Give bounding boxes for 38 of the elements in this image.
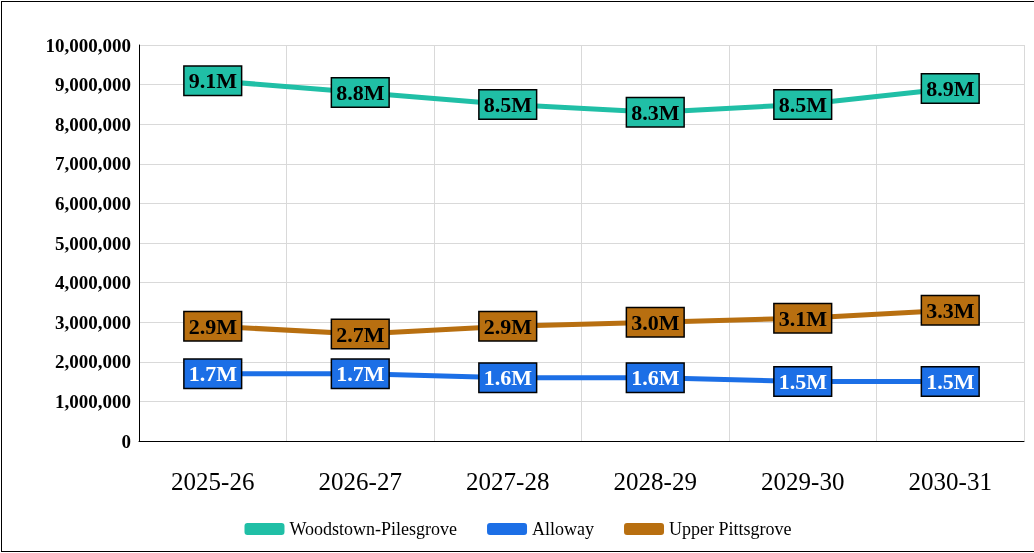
data-label: 8.8M	[336, 80, 385, 106]
y-tick-label: 9,000,000	[55, 74, 131, 96]
legend-label: Woodstown-Pilesgrove	[289, 519, 458, 539]
y-tick-label: 6,000,000	[55, 192, 131, 214]
x-tick-label: 2027-28	[466, 468, 550, 495]
legend-label: Alloway	[532, 519, 595, 539]
y-tick-label: 7,000,000	[55, 153, 131, 175]
y-tick-label: 5,000,000	[55, 232, 131, 254]
data-label: 1.5M	[778, 369, 828, 395]
x-tick-label: 2029-30	[761, 468, 845, 495]
data-label: 8.5M	[778, 91, 828, 117]
data-label: 8.9M	[926, 76, 975, 102]
data-label: 1.5M	[926, 369, 975, 395]
data-label: 2.7M	[336, 321, 385, 347]
y-tick-label: 3,000,000	[55, 311, 131, 333]
y-tick-label: 1,000,000	[55, 390, 131, 412]
data-label: 1.6M	[631, 365, 680, 391]
data-label: 8.3M	[631, 99, 680, 125]
y-tick-label: 8,000,000	[55, 113, 131, 135]
data-label: 9.1M	[188, 68, 238, 94]
data-label: 3.3M	[926, 297, 975, 323]
y-tick-label: 4,000,000	[55, 272, 131, 294]
data-label: 8.5M	[483, 91, 533, 117]
y-tick-label: 10,000,000	[45, 34, 131, 56]
x-tick-label: 2026-27	[318, 468, 402, 495]
data-label: 2.9M	[188, 313, 238, 339]
data-label: 1.7M	[188, 361, 238, 387]
data-label: 2.9M	[483, 313, 533, 339]
y-tick-label: 2,000,000	[55, 351, 131, 373]
data-label: 1.6M	[483, 365, 533, 391]
data-label: 1.7M	[336, 361, 385, 387]
y-tick-label: 0	[121, 430, 131, 452]
legend-label: Upper Pittsgrove	[669, 519, 792, 539]
x-tick-label: 2030-31	[908, 468, 992, 495]
x-tick-label: 2028-29	[613, 468, 697, 495]
data-label: 3.0M	[631, 309, 680, 335]
data-label: 3.1M	[778, 305, 828, 331]
x-tick-label: 2025-26	[171, 468, 255, 495]
